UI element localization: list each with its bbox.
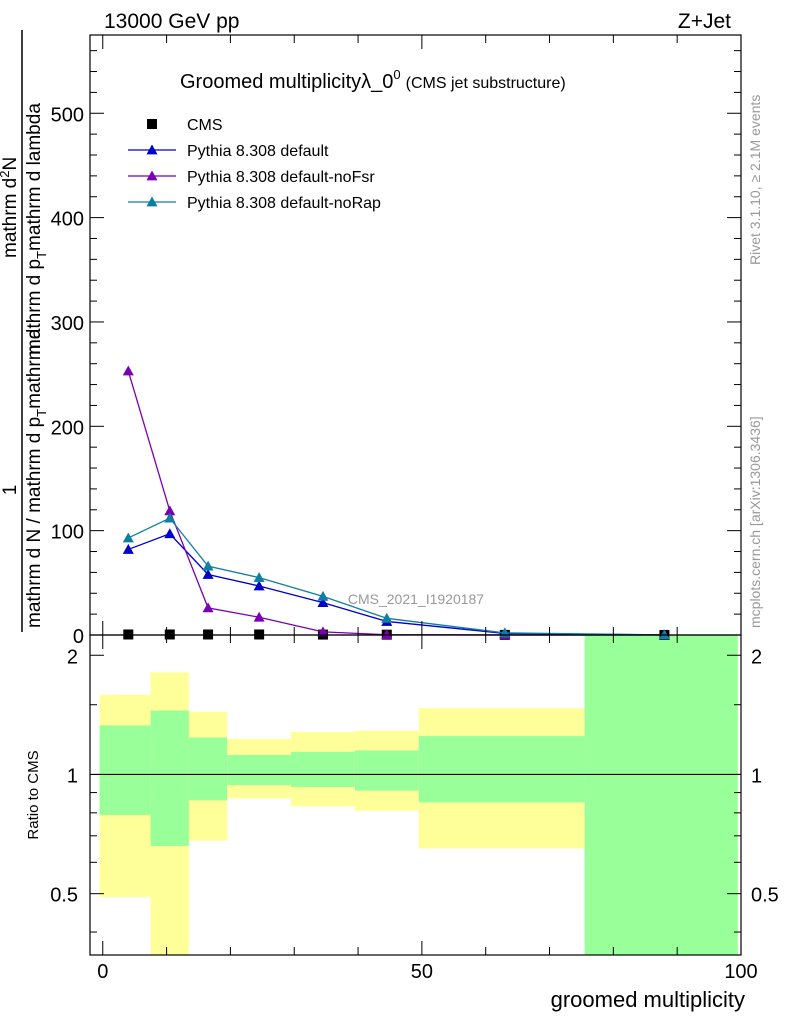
- main-ytick-label-200: 200: [51, 417, 84, 439]
- series-1-point-0: [122, 543, 134, 554]
- legend: CMS Pythia 8.308 default Pythia 8.308 defa…: [128, 117, 381, 212]
- ratio-band-green-6: [418, 736, 585, 803]
- ratio-xtick-label-0: 0: [97, 961, 108, 983]
- series-3-point-2: [202, 560, 214, 571]
- ratio-ytick-label-right-2: 2: [751, 646, 762, 668]
- ylabel-right-denominator-sub: T: [34, 251, 49, 259]
- series-1-point-3: [253, 580, 265, 591]
- legend-label-0: CMS: [187, 117, 223, 134]
- ylabel-left-denominator: mathrm d N / mathrm d pTmathrm d: [24, 329, 49, 628]
- legend-label-2: Pythia 8.308 default-noFsr: [187, 169, 375, 186]
- series-2-point-0: [122, 365, 134, 376]
- ratio-y-axis-label: Ratio to CMS: [25, 750, 42, 839]
- legend-marker-3: [146, 196, 158, 207]
- series-2-point-5: [381, 629, 393, 640]
- main-ytick-label-400: 400: [51, 209, 84, 231]
- chart-title-suffix: (CMS jet substructure): [406, 75, 566, 92]
- chart-title: Groomed multiplicityλ_00 (CMS jet substru…: [180, 67, 566, 93]
- chart-title-main: Groomed multiplicityλ_0: [180, 71, 393, 93]
- ratio-xtick-label-100: 100: [724, 961, 757, 983]
- series-3-point-1: [164, 512, 176, 523]
- series-2-point-1: [164, 505, 176, 516]
- series-1-point-1: [164, 528, 176, 539]
- main-ytick-label-500: 500: [51, 104, 84, 126]
- ratio-bands: [99, 635, 738, 955]
- ylabel-left-denominator-sub: T: [34, 409, 49, 417]
- series-3-point-3: [253, 572, 265, 583]
- header-left: 13000 GeV pp: [104, 10, 239, 33]
- series-line-1: [128, 533, 665, 636]
- ylabel-right-numerator: mathrm d2N: [0, 157, 21, 258]
- axes: 0 100 200 300 400 500 0 50 100 0.5 0.5 1 1 2 2: [50, 35, 779, 983]
- ratio-band-green-0: [99, 725, 151, 815]
- ratio-ytick-label-right-1: 1: [751, 765, 762, 787]
- ylabel-right-numerator-main: mathrm d: [0, 178, 21, 258]
- ratio-ytick-label-right-0.5: 0.5: [751, 885, 779, 907]
- series-line-3: [128, 517, 665, 636]
- ylabel-right-numerator-n: N: [0, 157, 21, 171]
- ylabel-right-numerator-sup: 2: [0, 171, 12, 178]
- ratio-band-green-1: [150, 710, 189, 846]
- analysis-watermark: CMS_2021_I1920187: [348, 591, 484, 607]
- ylabel-right-denominator-main: mathrm d p: [24, 259, 45, 355]
- rivet-label: Rivet 3.1.10, ≥ 2.1M events: [747, 95, 763, 265]
- series-2-point-4: [317, 626, 329, 637]
- mcplots-label: mcplots.cern.ch [arXiv:1306.3436]: [747, 416, 763, 628]
- series-2-point-2: [202, 602, 214, 613]
- legend-marker-1: [146, 144, 158, 155]
- ylabel-one: 1: [0, 485, 21, 496]
- ratio-band-green-5: [354, 750, 419, 791]
- ratio-ytick-label-left-2: 2: [67, 646, 78, 668]
- header-right: Z+Jet: [678, 10, 731, 33]
- ratio-band-green-7: [584, 635, 738, 955]
- ratio-band-green-2: [188, 737, 228, 801]
- ylabel-left-denominator-main: mathrm d N / mathrm d p: [24, 417, 45, 628]
- legend-label-3: Pythia 8.308 default-noRap: [187, 195, 381, 212]
- x-axis-title: groomed multiplicity: [551, 987, 745, 1012]
- ylabel-left-denominator-tail: mathrm d: [24, 329, 45, 409]
- legend-marker-0: [147, 119, 157, 129]
- series-3-point-0: [122, 532, 134, 543]
- series-3-point-7: [658, 629, 670, 640]
- series-2-point-3: [253, 611, 265, 622]
- main-ytick-label-0: 0: [73, 626, 84, 648]
- ylabel-right-denominator: mathrm d pTmathrm d lambda: [24, 103, 49, 355]
- ratio-ytick-label-left-1: 1: [67, 765, 78, 787]
- main-ytick-label-100: 100: [51, 522, 84, 544]
- ratio-panel-frame: [89, 634, 742, 956]
- main-y-axis-label: 1 mathrm d N / mathrm d pTmathrm d mathr…: [0, 30, 49, 632]
- series-3-point-4: [317, 590, 329, 601]
- ratio-ytick-label-left-0.5: 0.5: [50, 885, 78, 907]
- series-1-point-2: [202, 568, 214, 579]
- main-ytick-label-300: 300: [51, 313, 84, 335]
- legend-label-1: Pythia 8.308 default: [187, 143, 329, 160]
- series-1-point-4: [317, 597, 329, 608]
- ratio-xtick-label-50: 50: [411, 961, 433, 983]
- ratio-band-green-4: [291, 751, 355, 787]
- ratio-band-green-3: [227, 754, 292, 786]
- series-3-point-5: [381, 612, 393, 623]
- ylabel-right-denominator-tail: mathrm d lambda: [24, 103, 45, 251]
- legend-marker-2: [146, 170, 158, 181]
- chart-title-sup: 0: [393, 67, 400, 82]
